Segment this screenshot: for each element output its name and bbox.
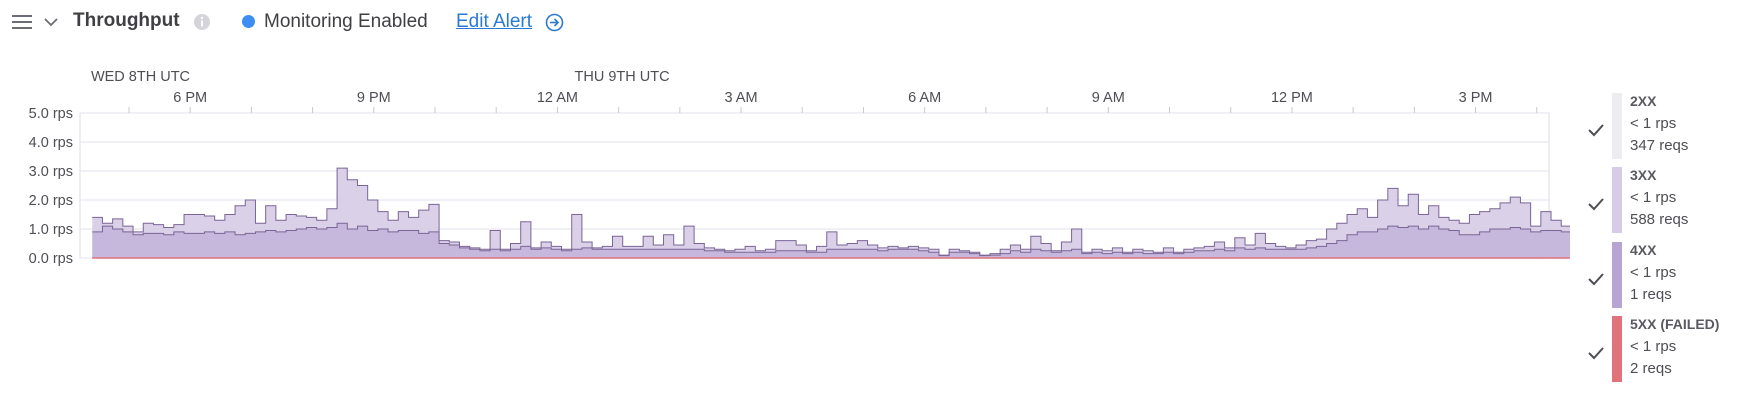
- series-line: [92, 167, 1570, 256]
- legend-reqs: 1 reqs: [1630, 286, 1672, 303]
- x-tick-label: 3 AM: [725, 90, 758, 106]
- legend-name: 2XX: [1630, 93, 1657, 109]
- panel-title: Throughput: [73, 10, 180, 31]
- x-tick-label: 9 AM: [1092, 90, 1125, 106]
- legend-swatch: [1612, 316, 1622, 382]
- check-icon[interactable]: [1588, 123, 1604, 137]
- legend-item-2xx[interactable]: 2XX < 1 rps 347 reqs: [1580, 93, 1750, 159]
- series-line: [92, 222, 1570, 257]
- y-tick-label: 0.0 rps: [29, 251, 73, 267]
- y-tick-label: 3.0 rps: [29, 164, 73, 180]
- x-tick-label: 6 AM: [908, 90, 941, 106]
- legend-rate: < 1 rps: [1630, 115, 1677, 132]
- chart-gridlines: [79, 112, 1550, 259]
- check-icon[interactable]: [1588, 346, 1604, 360]
- legend-reqs: 588 reqs: [1630, 211, 1689, 228]
- legend-item-5xx[interactable]: 5XX (FAILED) < 1 rps 2 reqs: [1580, 316, 1750, 382]
- menu-icon[interactable]: [12, 14, 32, 30]
- date-label: WED 8TH UTC: [91, 69, 190, 85]
- legend-rate: < 1 rps: [1630, 189, 1677, 206]
- y-tick-label: 2.0 rps: [29, 193, 73, 209]
- edit-alert-link[interactable]: Edit Alert: [456, 11, 533, 32]
- x-tick-label: 12 AM: [537, 90, 578, 106]
- legend-item-3xx[interactable]: 3XX < 1 rps 588 reqs: [1580, 167, 1750, 233]
- x-tick-label: 3 PM: [1459, 90, 1493, 106]
- monitoring-status-dot: [242, 15, 255, 28]
- legend-name: 5XX (FAILED): [1630, 316, 1720, 332]
- legend-name: 4XX: [1630, 242, 1657, 258]
- arrow-right-circle-icon[interactable]: [545, 13, 564, 32]
- legend-item-4xx[interactable]: 4XX < 1 rps 1 reqs: [1580, 242, 1750, 308]
- legend-rate: < 1 rps: [1630, 338, 1677, 355]
- legend-reqs: 347 reqs: [1630, 137, 1689, 154]
- throughput-chart: 0.0 rps 1.0 rps 2.0 rps 3.0 rps 4.0 rps 5.0 r…: [29, 69, 1570, 267]
- y-tick-label: 4.0 rps: [29, 135, 73, 151]
- legend-rate: < 1 rps: [1630, 264, 1677, 281]
- y-tick-label: 1.0 rps: [29, 222, 73, 238]
- y-tick-label: 5.0 rps: [29, 106, 73, 122]
- x-tick-label: 9 PM: [357, 90, 391, 106]
- legend-swatch: [1612, 93, 1622, 159]
- x-tick-label: 12 PM: [1271, 90, 1313, 106]
- check-icon[interactable]: [1588, 197, 1604, 211]
- chevron-down-icon[interactable]: [44, 15, 58, 29]
- legend-name: 3XX: [1630, 167, 1657, 183]
- status-legend: 2XX < 1 rps 347 reqs 3XX < 1 rps 588 req…: [1580, 0, 1750, 401]
- chart-series: [92, 167, 1570, 259]
- check-icon[interactable]: [1588, 272, 1604, 286]
- legend-swatch: [1612, 167, 1622, 233]
- monitoring-status: Monitoring Enabled: [264, 11, 428, 32]
- legend-reqs: 2 reqs: [1630, 360, 1672, 377]
- date-label: THU 9TH UTC: [575, 69, 670, 85]
- series-4xx: [92, 222, 1570, 258]
- series-area: [92, 223, 1570, 258]
- info-icon[interactable]: [193, 13, 211, 31]
- x-tick-label: 6 PM: [173, 90, 207, 106]
- panel-header: Throughput Monitoring Enabled Edit Alert: [0, 0, 1750, 46]
- legend-swatch: [1612, 242, 1622, 308]
- chart-axes: 0.0 rps 1.0 rps 2.0 rps 3.0 rps 4.0 rps 5.0 r…: [29, 69, 1538, 267]
